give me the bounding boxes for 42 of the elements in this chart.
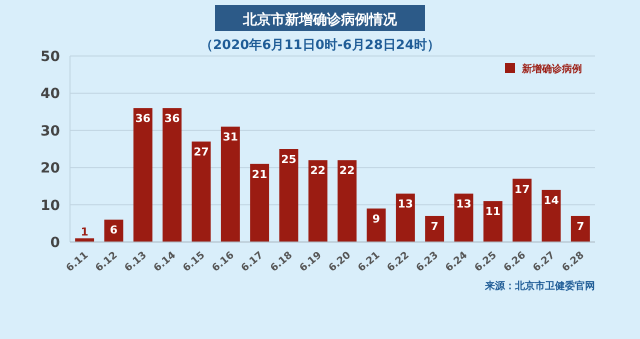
data-label: 36 bbox=[135, 112, 151, 126]
data-label: 22 bbox=[310, 164, 326, 178]
data-label: 7 bbox=[576, 220, 584, 233]
legend-label: 新增确诊病例 bbox=[521, 63, 582, 75]
data-label: 13 bbox=[398, 198, 414, 211]
data-label: 11 bbox=[485, 205, 501, 218]
chart-subtitle: （2020年6月11日0时-6月28日24时） bbox=[200, 38, 440, 53]
data-label: 6 bbox=[110, 224, 118, 237]
bar bbox=[542, 190, 561, 242]
data-label: 7 bbox=[430, 220, 438, 233]
bar bbox=[483, 201, 502, 242]
chart-title: 北京市新增确诊病例情况 bbox=[242, 11, 398, 28]
data-label: 17 bbox=[514, 182, 530, 196]
bar bbox=[250, 164, 270, 242]
source-note: 来源：北京市卫健委官网 bbox=[484, 280, 595, 292]
y-tick-label: 20 bbox=[40, 160, 60, 177]
bar bbox=[192, 142, 211, 242]
bar bbox=[308, 160, 328, 242]
bar bbox=[162, 108, 182, 242]
y-tick-label: 0 bbox=[50, 235, 60, 251]
bar bbox=[279, 149, 298, 242]
bar bbox=[220, 126, 240, 242]
data-label: 21 bbox=[252, 168, 268, 181]
bar bbox=[133, 108, 152, 242]
y-tick-label: 30 bbox=[40, 123, 60, 140]
data-label: 31 bbox=[222, 130, 238, 144]
data-label: 13 bbox=[456, 198, 472, 211]
bar bbox=[338, 160, 357, 242]
bar bbox=[570, 216, 590, 242]
data-label: 14 bbox=[544, 194, 560, 207]
data-label: 27 bbox=[194, 146, 209, 159]
y-tick-label: 10 bbox=[40, 198, 60, 214]
data-label: 9 bbox=[372, 212, 380, 226]
data-label: 1 bbox=[80, 225, 88, 238]
bar bbox=[512, 178, 532, 242]
bar bbox=[425, 216, 444, 242]
data-label: 36 bbox=[164, 112, 180, 126]
y-tick-label: 50 bbox=[40, 49, 60, 65]
data-label: 22 bbox=[339, 164, 355, 178]
data-label: 25 bbox=[281, 153, 296, 166]
y-tick-label: 40 bbox=[40, 86, 60, 102]
bar bbox=[396, 194, 415, 242]
